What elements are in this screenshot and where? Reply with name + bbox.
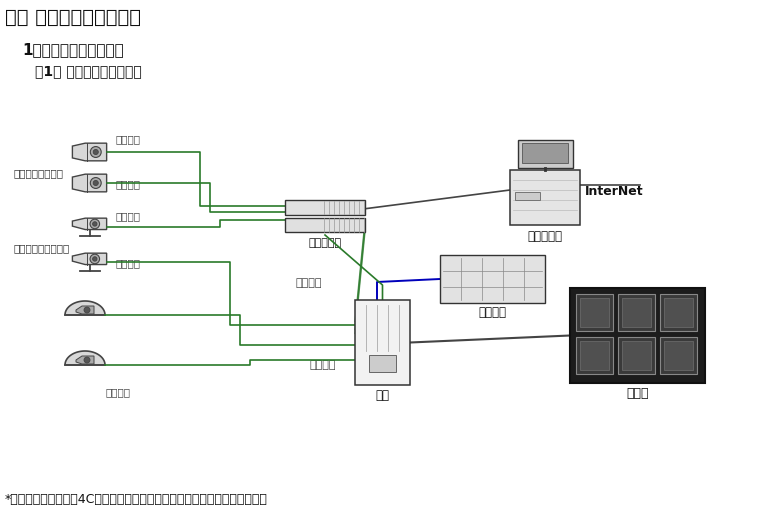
Polygon shape (72, 218, 106, 229)
Bar (576, 337, 613, 374)
Bar (285, 200, 365, 215)
Text: *当前数字监控系统集4C技术：计算机技术、显示技术、通讯技术、控制技术: *当前数字监控系统集4C技术：计算机技术、显示技术、通讯技术、控制技术 (5, 493, 268, 506)
Text: 控制信号: 控制信号 (115, 258, 140, 268)
Text: （1） 系统结构及工作原理: （1） 系统结构及工作原理 (35, 64, 142, 78)
Circle shape (93, 181, 98, 186)
Bar (622, 298, 651, 327)
Polygon shape (65, 301, 105, 315)
Text: 硬盘录像机: 硬盘录像机 (527, 230, 562, 243)
Text: 视频分配器: 视频分配器 (309, 238, 341, 248)
Polygon shape (76, 306, 94, 314)
Polygon shape (72, 143, 106, 161)
Circle shape (84, 307, 90, 313)
Text: 控制信号: 控制信号 (115, 179, 140, 189)
Bar (660, 294, 697, 331)
Circle shape (90, 219, 100, 229)
Text: 视频信号: 视频信号 (115, 134, 140, 144)
Bar (515, 192, 540, 200)
Bar (580, 298, 609, 327)
Bar (618, 294, 655, 331)
Circle shape (93, 257, 97, 261)
Text: 彩色低照度摄像机: 彩色低照度摄像机 (14, 168, 64, 178)
Text: 控制信号: 控制信号 (295, 278, 321, 288)
Bar (369, 355, 396, 372)
Bar (355, 300, 410, 385)
Circle shape (84, 357, 90, 363)
Text: 彩色云台变焦摄像机: 彩色云台变焦摄像机 (14, 243, 70, 253)
Text: InterNet: InterNet (585, 185, 644, 198)
Bar (440, 255, 545, 303)
Polygon shape (72, 253, 106, 265)
Bar (522, 143, 568, 163)
Circle shape (90, 146, 101, 157)
Polygon shape (65, 351, 105, 365)
Text: 1、闭路视频监控系统：: 1、闭路视频监控系统： (22, 42, 124, 57)
Text: 三、 常用弱电系统概述：: 三、 常用弱电系统概述： (5, 8, 141, 27)
Circle shape (90, 177, 101, 188)
Bar (580, 341, 609, 370)
Text: 矩阵键盘: 矩阵键盘 (479, 306, 506, 319)
Text: 矩阵: 矩阵 (375, 389, 389, 402)
Text: 控制信号: 控制信号 (310, 360, 337, 370)
Bar (664, 341, 693, 370)
Bar (510, 170, 580, 225)
Polygon shape (72, 174, 106, 192)
Bar (576, 294, 613, 331)
Polygon shape (76, 356, 94, 364)
Bar (664, 298, 693, 327)
Bar (618, 337, 655, 374)
Text: 电视墙: 电视墙 (626, 387, 649, 400)
Circle shape (93, 222, 97, 226)
Bar (285, 217, 365, 232)
Text: 视频信号: 视频信号 (105, 387, 130, 397)
Bar (622, 341, 651, 370)
Text: 视频信号: 视频信号 (115, 211, 140, 221)
Bar (518, 140, 573, 168)
Bar (660, 337, 697, 374)
Circle shape (93, 149, 98, 155)
Circle shape (90, 254, 100, 264)
Bar (570, 288, 705, 383)
